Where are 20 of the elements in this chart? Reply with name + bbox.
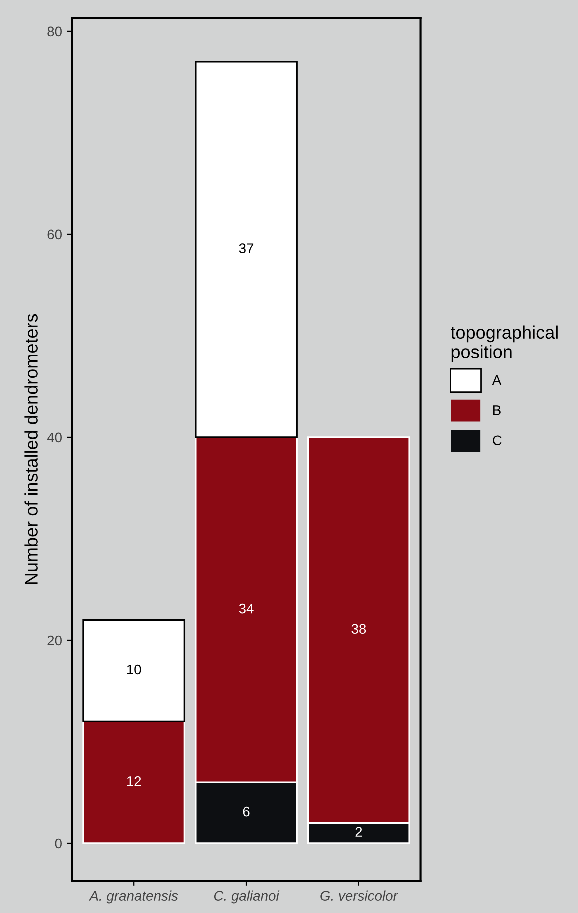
data-label: 10 <box>127 664 142 675</box>
data-label: 12 <box>127 776 142 786</box>
legend-label: C <box>493 436 502 446</box>
y-tick-label: 60 <box>48 230 62 240</box>
x-tick-label: G. versicolor <box>320 890 398 901</box>
legend-label: A <box>492 375 502 385</box>
data-label: 6 <box>243 806 250 817</box>
legend-label: B <box>494 406 501 416</box>
x-tick-label: C. galianoi <box>214 890 280 904</box>
data-label: 2 <box>356 827 362 837</box>
y-tick-label: 20 <box>48 636 62 646</box>
y-tick-label: 0 <box>55 838 62 849</box>
y-axis-title: Number of installed dendrometers <box>24 314 38 584</box>
data-label: 34 <box>239 604 254 614</box>
data-label: 38 <box>352 624 366 634</box>
y-tick-label: 80 <box>48 26 62 37</box>
y-tick-label: 40 <box>47 432 62 443</box>
data-label: 37 <box>239 244 254 254</box>
legend-title: topographical position <box>450 326 558 362</box>
x-tick-label: A. granatensis <box>89 890 178 904</box>
